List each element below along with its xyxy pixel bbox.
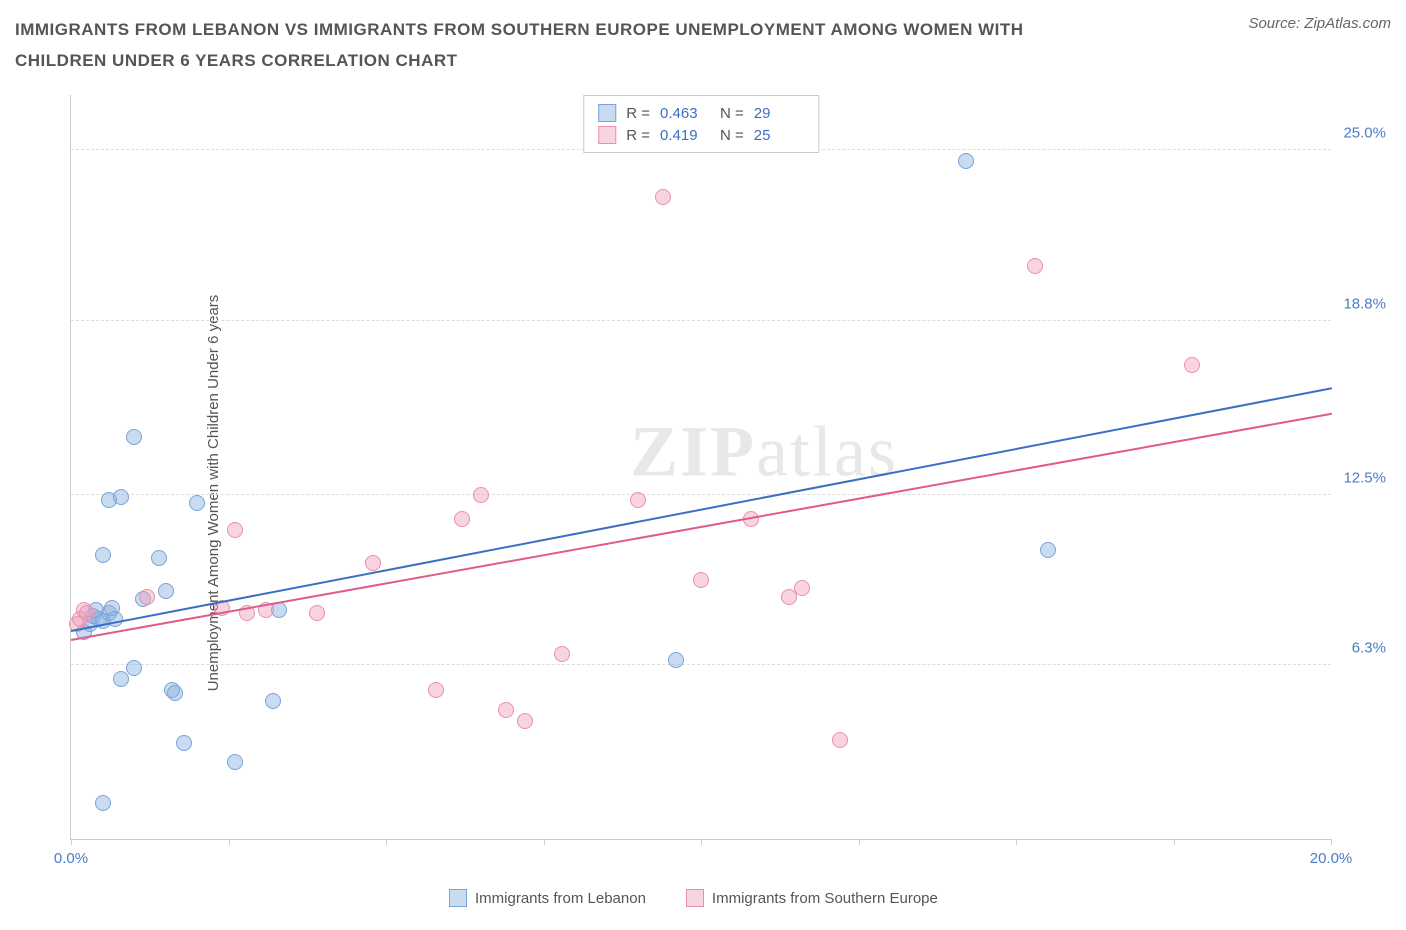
legend-series-item: Immigrants from Southern Europe (686, 889, 938, 907)
scatter-point (365, 555, 381, 571)
scatter-point (189, 495, 205, 511)
legend-swatch (686, 889, 704, 907)
legend-stat-row: R = 0.463 N = 29 (598, 102, 804, 124)
scatter-point (227, 754, 243, 770)
scatter-point (554, 646, 570, 662)
y-tick-label: 25.0% (1343, 125, 1386, 142)
x-tick-label: 0.0% (54, 850, 88, 867)
n-value: 29 (754, 105, 804, 122)
x-tick (544, 839, 545, 845)
x-tick-label: 20.0% (1310, 850, 1353, 867)
scatter-point (1027, 258, 1043, 274)
scatter-point (79, 605, 95, 621)
r-label: R = (626, 105, 650, 122)
x-tick (229, 839, 230, 845)
scatter-point (498, 702, 514, 718)
scatter-point (95, 795, 111, 811)
scatter-point (265, 693, 281, 709)
x-tick (1174, 839, 1175, 845)
scatter-point (151, 550, 167, 566)
scatter-point (126, 660, 142, 676)
x-tick (701, 839, 702, 845)
scatter-point (167, 685, 183, 701)
y-tick-label: 18.8% (1343, 295, 1386, 312)
source-attribution: Source: ZipAtlas.com (1248, 15, 1391, 32)
legend-series: Immigrants from Lebanon Immigrants from S… (449, 889, 938, 907)
scatter-point (113, 489, 129, 505)
x-tick (1331, 839, 1332, 845)
grid-line (71, 320, 1331, 321)
scatter-point (428, 682, 444, 698)
scatter-point (668, 652, 684, 668)
n-label: N = (720, 105, 744, 122)
x-tick (386, 839, 387, 845)
x-tick (1016, 839, 1017, 845)
scatter-point (473, 487, 489, 503)
legend-series-label: Immigrants from Southern Europe (712, 890, 938, 907)
legend-stat-row: R = 0.419 N = 25 (598, 124, 804, 146)
r-label: R = (626, 127, 650, 144)
n-value: 25 (754, 127, 804, 144)
scatter-point (958, 153, 974, 169)
scatter-point (517, 713, 533, 729)
grid-line (71, 494, 1331, 495)
scatter-point (95, 547, 111, 563)
r-value: 0.419 (660, 127, 710, 144)
scatter-point (139, 589, 155, 605)
y-tick-label: 12.5% (1343, 469, 1386, 486)
scatter-point (158, 583, 174, 599)
y-tick-label: 6.3% (1352, 640, 1386, 657)
legend-stats: R = 0.463 N = 29 R = 0.419 N = 25 (583, 95, 819, 153)
scatter-point (126, 429, 142, 445)
legend-series-item: Immigrants from Lebanon (449, 889, 646, 907)
scatter-point (113, 671, 129, 687)
chart-title: IMMIGRANTS FROM LEBANON VS IMMIGRANTS FR… (15, 15, 1115, 76)
scatter-point (1184, 357, 1200, 373)
legend-swatch (449, 889, 467, 907)
trend-line (71, 387, 1332, 632)
watermark: ZIPatlas (630, 411, 898, 494)
grid-line (71, 664, 1331, 665)
scatter-point (454, 511, 470, 527)
plot-area: ZIPatlas R =0.463N =29R =0.419N =25 Immi… (70, 95, 1331, 840)
scatter-point (1040, 542, 1056, 558)
legend-swatch (598, 104, 616, 122)
trend-line (71, 412, 1332, 640)
scatter-point (655, 189, 671, 205)
scatter-point (309, 605, 325, 621)
scatter-point (630, 492, 646, 508)
scatter-point (693, 572, 709, 588)
r-value: 0.463 (660, 105, 710, 122)
legend-swatch (598, 126, 616, 144)
header: IMMIGRANTS FROM LEBANON VS IMMIGRANTS FR… (15, 15, 1391, 76)
x-tick (71, 839, 72, 845)
scatter-point (227, 522, 243, 538)
scatter-point (176, 735, 192, 751)
n-label: N = (720, 127, 744, 144)
x-tick (859, 839, 860, 845)
scatter-point (832, 732, 848, 748)
scatter-point (794, 580, 810, 596)
legend-series-label: Immigrants from Lebanon (475, 890, 646, 907)
chart-container: Unemployment Among Women with Children U… (50, 95, 1391, 890)
